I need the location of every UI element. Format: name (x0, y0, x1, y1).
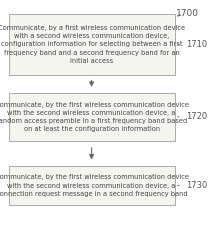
Text: 1720: 1720 (186, 112, 207, 122)
FancyBboxPatch shape (9, 166, 175, 205)
Text: Communicate, by a first wireless communication device
with a second wireless com: Communicate, by a first wireless communi… (0, 25, 185, 64)
FancyBboxPatch shape (9, 92, 175, 141)
Text: 1730: 1730 (186, 181, 208, 190)
FancyBboxPatch shape (9, 14, 175, 75)
Text: Communicate, by the first wireless communication device
with the second wireless: Communicate, by the first wireless commu… (0, 102, 189, 132)
Text: 1700: 1700 (176, 9, 199, 18)
Text: Communicate, by the first wireless communication device
with the second wireless: Communicate, by the first wireless commu… (0, 174, 189, 197)
Text: 1710: 1710 (186, 40, 207, 49)
